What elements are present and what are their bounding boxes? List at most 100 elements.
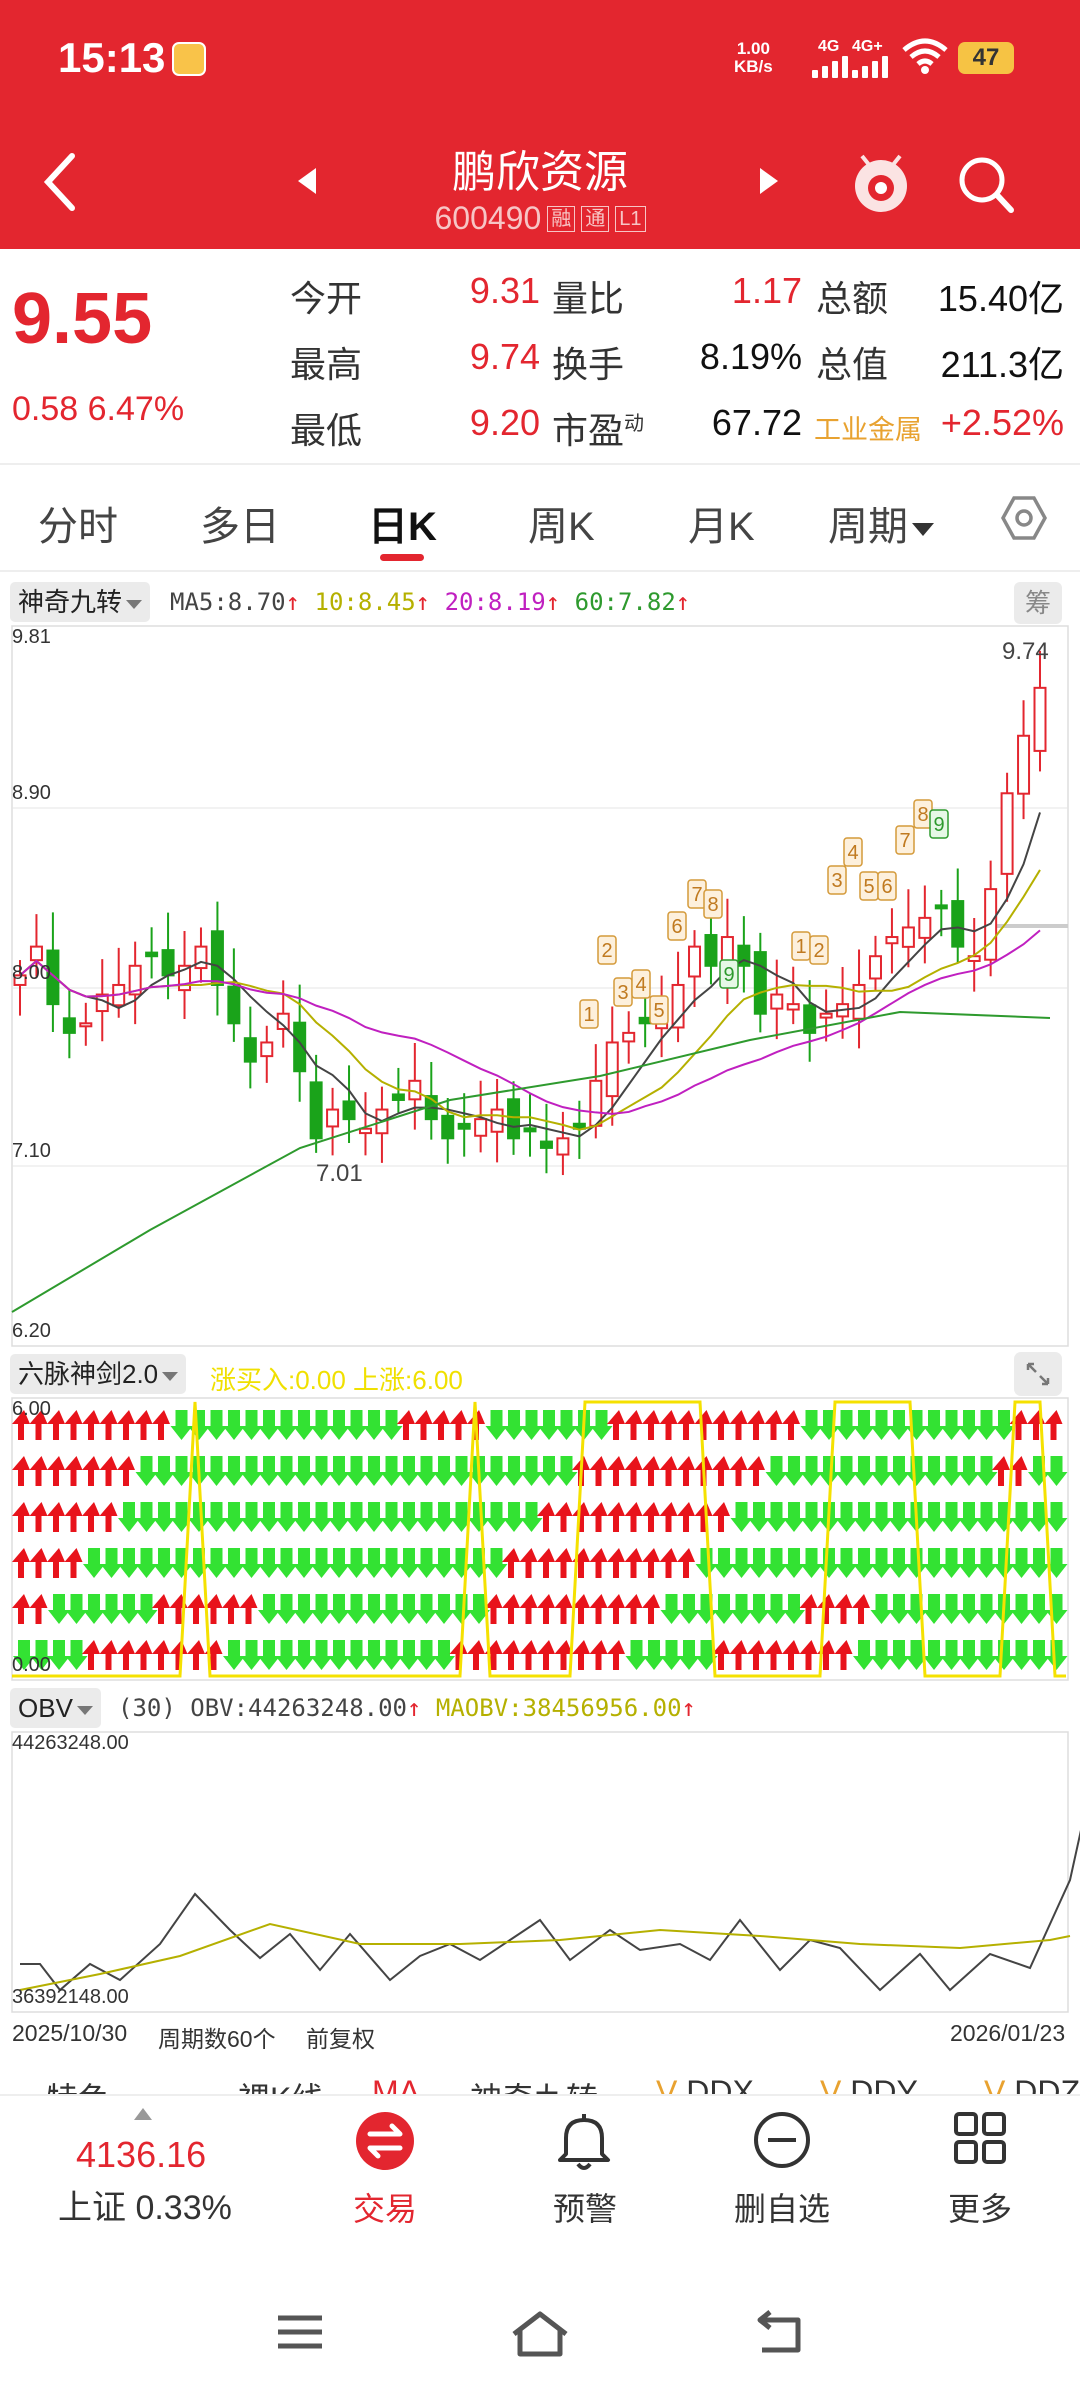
- down-arrow-icon: [380, 1410, 403, 1440]
- down-arrow-icon: [713, 1594, 735, 1624]
- candle-body: [1000, 792, 1014, 875]
- up-arrow-icon: [134, 1410, 153, 1440]
- down-arrow-icon: [275, 1502, 298, 1532]
- adjust-mode[interactable]: 前复权: [306, 2026, 375, 2052]
- nine-turn-badge: [579, 999, 599, 1029]
- down-arrow-icon: [310, 1548, 333, 1578]
- down-arrow-icon: [153, 1502, 175, 1532]
- up-arrow-icon: [624, 1456, 643, 1486]
- down-arrow-icon: [730, 1502, 753, 1532]
- signal-icon: [812, 56, 848, 78]
- index-label[interactable]: 上证 0.33%: [58, 2189, 232, 2227]
- sword-indicator-selector[interactable]: 六脉神剑2.0: [10, 1354, 187, 1394]
- index-value[interactable]: 4136.16: [76, 2134, 207, 2175]
- prev-stock-icon[interactable]: [298, 168, 316, 194]
- up-arrow-icon: [659, 1502, 678, 1532]
- down-arrow-icon: [520, 1456, 543, 1486]
- notification-app-icon: [172, 42, 206, 76]
- assistant-robot-icon[interactable]: [850, 148, 912, 216]
- down-arrow-icon: [1010, 1594, 1033, 1624]
- search-icon[interactable]: [956, 152, 1016, 216]
- maobv-line: [19, 1922, 1071, 1991]
- expand-icon[interactable]: [1014, 1352, 1062, 1396]
- settings-hexagon-icon[interactable]: [1000, 494, 1048, 542]
- down-arrow-icon: [765, 1456, 788, 1486]
- down-arrow-icon: [660, 1640, 683, 1670]
- strip-bare-k[interactable]: 裸K线: [238, 2074, 323, 2098]
- nav-alert[interactable]: 预警: [552, 2191, 617, 2227]
- candle-body: [951, 900, 965, 948]
- collapse-up-icon[interactable]: [134, 2106, 152, 2120]
- up-arrow-icon: [589, 1456, 608, 1486]
- tab-multiday[interactable]: 多日: [200, 505, 280, 549]
- down-arrow-icon: [888, 1502, 910, 1532]
- up-arrow-icon: [677, 1502, 695, 1532]
- down-arrow-icon: [433, 1594, 455, 1624]
- tab-period-dropdown[interactable]: 周期: [828, 494, 934, 552]
- more-grid-icon[interactable]: [952, 2110, 1008, 2166]
- signal-icon-2: [852, 56, 888, 78]
- up-arrow-icon: [82, 1456, 100, 1486]
- menu-icon[interactable]: [272, 2310, 328, 2354]
- up-arrow-icon: [449, 1410, 468, 1440]
- sector-link[interactable]: 工业金属: [814, 415, 922, 445]
- down-arrow-icon: [118, 1594, 140, 1624]
- back-icon[interactable]: [40, 150, 80, 214]
- down-arrow-icon: [118, 1548, 140, 1578]
- chip-distribution-button[interactable]: 筹: [1014, 582, 1062, 624]
- up-arrow-icon: [624, 1594, 643, 1624]
- pe-label: 市盈动: [552, 410, 645, 451]
- down-arrow-icon: [503, 1410, 525, 1440]
- nine-turn-badge: [649, 995, 669, 1025]
- obv-chart: [11, 1731, 1080, 2013]
- up-arrow-icon: [12, 1548, 30, 1578]
- main-indicator-selector[interactable]: 神奇九转: [10, 582, 151, 622]
- strip-ddx[interactable]: V DDX: [656, 2074, 754, 2098]
- tab-monthly-k[interactable]: 月K: [688, 505, 755, 549]
- nine-turn-label: 2: [601, 940, 612, 962]
- down-arrow-icon: [398, 1502, 420, 1532]
- up-arrow-icon: [694, 1502, 713, 1532]
- obv-indicator-selector[interactable]: OBV: [10, 1688, 101, 1728]
- down-arrow-icon: [870, 1502, 893, 1532]
- remove-watchlist-icon[interactable]: [752, 2110, 812, 2170]
- up-arrow-icon: [467, 1640, 485, 1670]
- up-arrow-icon: [414, 1410, 433, 1440]
- price-change: 0.58 6.47%: [12, 390, 185, 428]
- tab-intraday[interactable]: 分时: [38, 505, 118, 549]
- tab-daily-k[interactable]: 日K: [368, 505, 437, 549]
- bell-icon[interactable]: [556, 2110, 612, 2172]
- up-arrow-icon: [607, 1548, 625, 1578]
- nine-turn-badge: [877, 871, 897, 901]
- tab-weekly-k[interactable]: 周K: [528, 505, 595, 549]
- back-nav-icon[interactable]: [752, 2310, 808, 2358]
- nav-trade[interactable]: 交易: [352, 2191, 417, 2227]
- tag-tong: 通: [581, 205, 610, 232]
- down-arrow-icon: [940, 1548, 963, 1578]
- down-arrow-icon: [188, 1410, 210, 1440]
- nav-remove-watchlist[interactable]: 删自选: [733, 2191, 830, 2227]
- down-arrow-icon: [800, 1410, 823, 1440]
- home-icon[interactable]: [508, 2310, 572, 2358]
- trade-icon[interactable]: [354, 2110, 416, 2172]
- next-stock-icon[interactable]: [760, 168, 778, 194]
- up-arrow-icon: [99, 1410, 118, 1440]
- strip-ddy[interactable]: V DDY: [820, 2074, 918, 2098]
- strip-feature[interactable]: 特色: [46, 2074, 110, 2098]
- nine-turn-badge: [929, 809, 949, 839]
- nav-more[interactable]: 更多: [947, 2191, 1012, 2227]
- up-arrow-icon: [502, 1640, 520, 1670]
- strip-nine[interactable]: 神奇九转: [470, 2074, 598, 2098]
- down-arrow-icon: [765, 1502, 788, 1532]
- down-arrow-icon: [293, 1594, 315, 1624]
- candle-body: [62, 1017, 76, 1034]
- up-arrow-icon: [29, 1456, 48, 1486]
- up-arrow-icon: [117, 1456, 135, 1486]
- down-arrow-icon: [975, 1456, 998, 1486]
- up-arrow-icon: [239, 1594, 258, 1624]
- down-arrow-icon: [958, 1548, 980, 1578]
- down-arrow-icon: [433, 1502, 455, 1532]
- down-arrow-icon: [415, 1548, 438, 1578]
- candle-body: [243, 1037, 257, 1063]
